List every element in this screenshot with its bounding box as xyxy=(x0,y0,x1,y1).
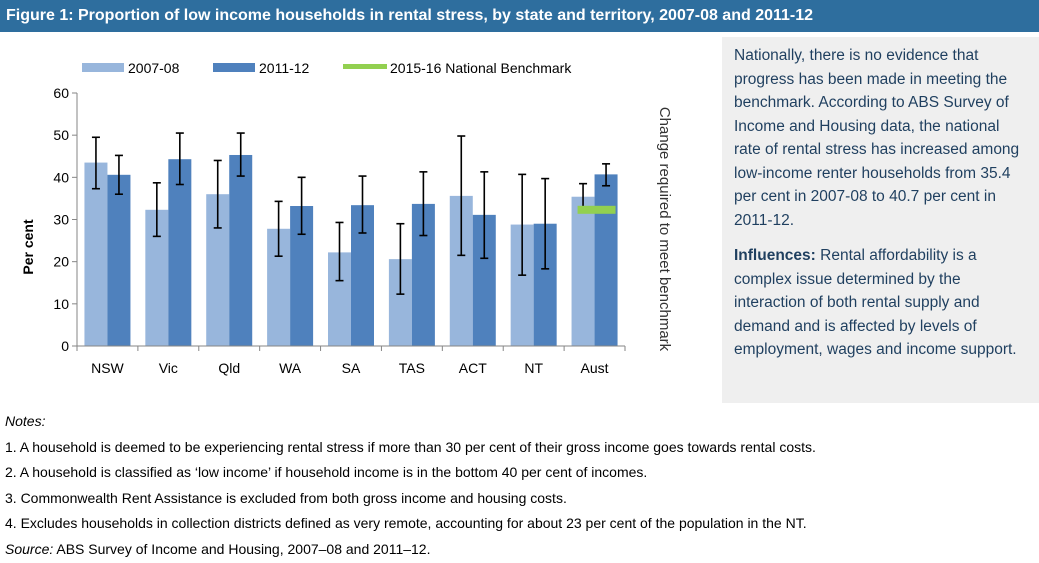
notes-heading: Notes: xyxy=(5,413,46,429)
x-tick-label: SA xyxy=(342,360,361,376)
bar-2007-08-TAS xyxy=(388,259,412,346)
y-tick-label: 0 xyxy=(61,338,69,354)
x-tick-label: ACT xyxy=(459,360,487,376)
legend-label-2011-12: 2011-12 xyxy=(259,60,310,76)
bar-2007-08-WA xyxy=(267,228,291,346)
source-label: Source: xyxy=(5,540,54,557)
influences-label: Influences: xyxy=(734,247,816,264)
bar-2011-12-WA xyxy=(290,206,314,346)
y-tick-label: 40 xyxy=(53,169,69,185)
benchmark-marks xyxy=(577,205,616,214)
y-tick-label: 30 xyxy=(53,212,69,228)
source-text: ABS Survey of Income and Housing, 2007–0… xyxy=(53,540,431,557)
legend: 2007-08 2011-12 2015-16 National Benchma… xyxy=(82,60,572,76)
x-tick-label: Qld xyxy=(218,360,240,376)
y-tick-label: 60 xyxy=(53,85,69,101)
note-item: 1. A household is deemed to be experienc… xyxy=(5,438,816,455)
bar-2007-08-Qld xyxy=(206,194,230,346)
legend-label-benchmark: 2015-16 National Benchmark xyxy=(390,60,572,76)
notes-section: Notes: 1. A household is deemed to be ex… xyxy=(5,409,816,562)
x-tick-label: Vic xyxy=(159,360,178,376)
benchmark-mark xyxy=(577,205,616,214)
bar-2011-12-Vic xyxy=(168,159,192,346)
y-axis-label: Per cent xyxy=(20,219,36,275)
legend-swatch-2007-08 xyxy=(82,63,124,72)
bars xyxy=(84,154,618,346)
note-item: 3. Commonwealth Rent Assistance is exclu… xyxy=(5,489,567,506)
x-tick-label: NT xyxy=(524,360,543,376)
error-bars xyxy=(91,132,611,295)
influences-text: Rental affordability is a complex issue … xyxy=(734,247,1017,358)
bar-2007-08-SA xyxy=(328,252,351,346)
y-tick-label: 50 xyxy=(53,127,69,143)
commentary-paragraph: Nationally, there is no evidence that pr… xyxy=(734,47,1020,229)
source-line: Source: ABS Survey of Income and Housing… xyxy=(5,537,816,563)
bar-2011-12-Aust xyxy=(594,174,618,346)
x-tick-label: Aust xyxy=(581,360,609,376)
bar-2007-08-Aust xyxy=(571,196,595,346)
legend-label-2007-08: 2007-08 xyxy=(128,60,180,76)
figure-title: Figure 1: Proportion of low income house… xyxy=(0,0,1039,32)
bar-2007-08-Vic xyxy=(145,209,169,346)
bar-2007-08-NT xyxy=(510,224,534,346)
x-axis: NSW Vic Qld WA SA TAS ACT NT Aust xyxy=(76,345,626,376)
note-item: 4. Excludes households in collection dis… xyxy=(5,515,807,531)
y-axis: 0 10 20 30 40 50 60 xyxy=(53,85,78,354)
y-tick-label: 10 xyxy=(53,296,69,312)
bar-2007-08-ACT xyxy=(449,195,473,346)
bar-2007-08-NSW xyxy=(84,162,108,346)
influences-paragraph: Influences: Rental affordability is a co… xyxy=(734,244,1029,362)
bar-2011-12-NSW xyxy=(107,174,131,346)
commentary-panel: Nationally, there is no evidence that pr… xyxy=(722,37,1039,403)
x-tick-label: WA xyxy=(279,360,302,376)
legend-swatch-2011-12 xyxy=(213,63,255,72)
x-tick-label: NSW xyxy=(91,360,124,376)
legend-swatch-benchmark xyxy=(343,64,387,69)
x-tick-label: TAS xyxy=(399,360,425,376)
bar-2011-12-SA xyxy=(351,205,374,346)
bar-2011-12-TAS xyxy=(411,203,435,346)
bar-2011-12-NT xyxy=(533,223,557,346)
note-item: 2. A household is classified as ‘low inc… xyxy=(5,464,648,480)
bar-2011-12-Qld xyxy=(229,154,253,346)
right-axis-label: Change required to meet benchmark xyxy=(656,107,673,352)
bar-2011-12-ACT xyxy=(472,214,496,346)
bar-chart: 2007-08 2011-12 2015-16 National Benchma… xyxy=(20,60,673,376)
y-tick-label: 20 xyxy=(53,254,69,270)
